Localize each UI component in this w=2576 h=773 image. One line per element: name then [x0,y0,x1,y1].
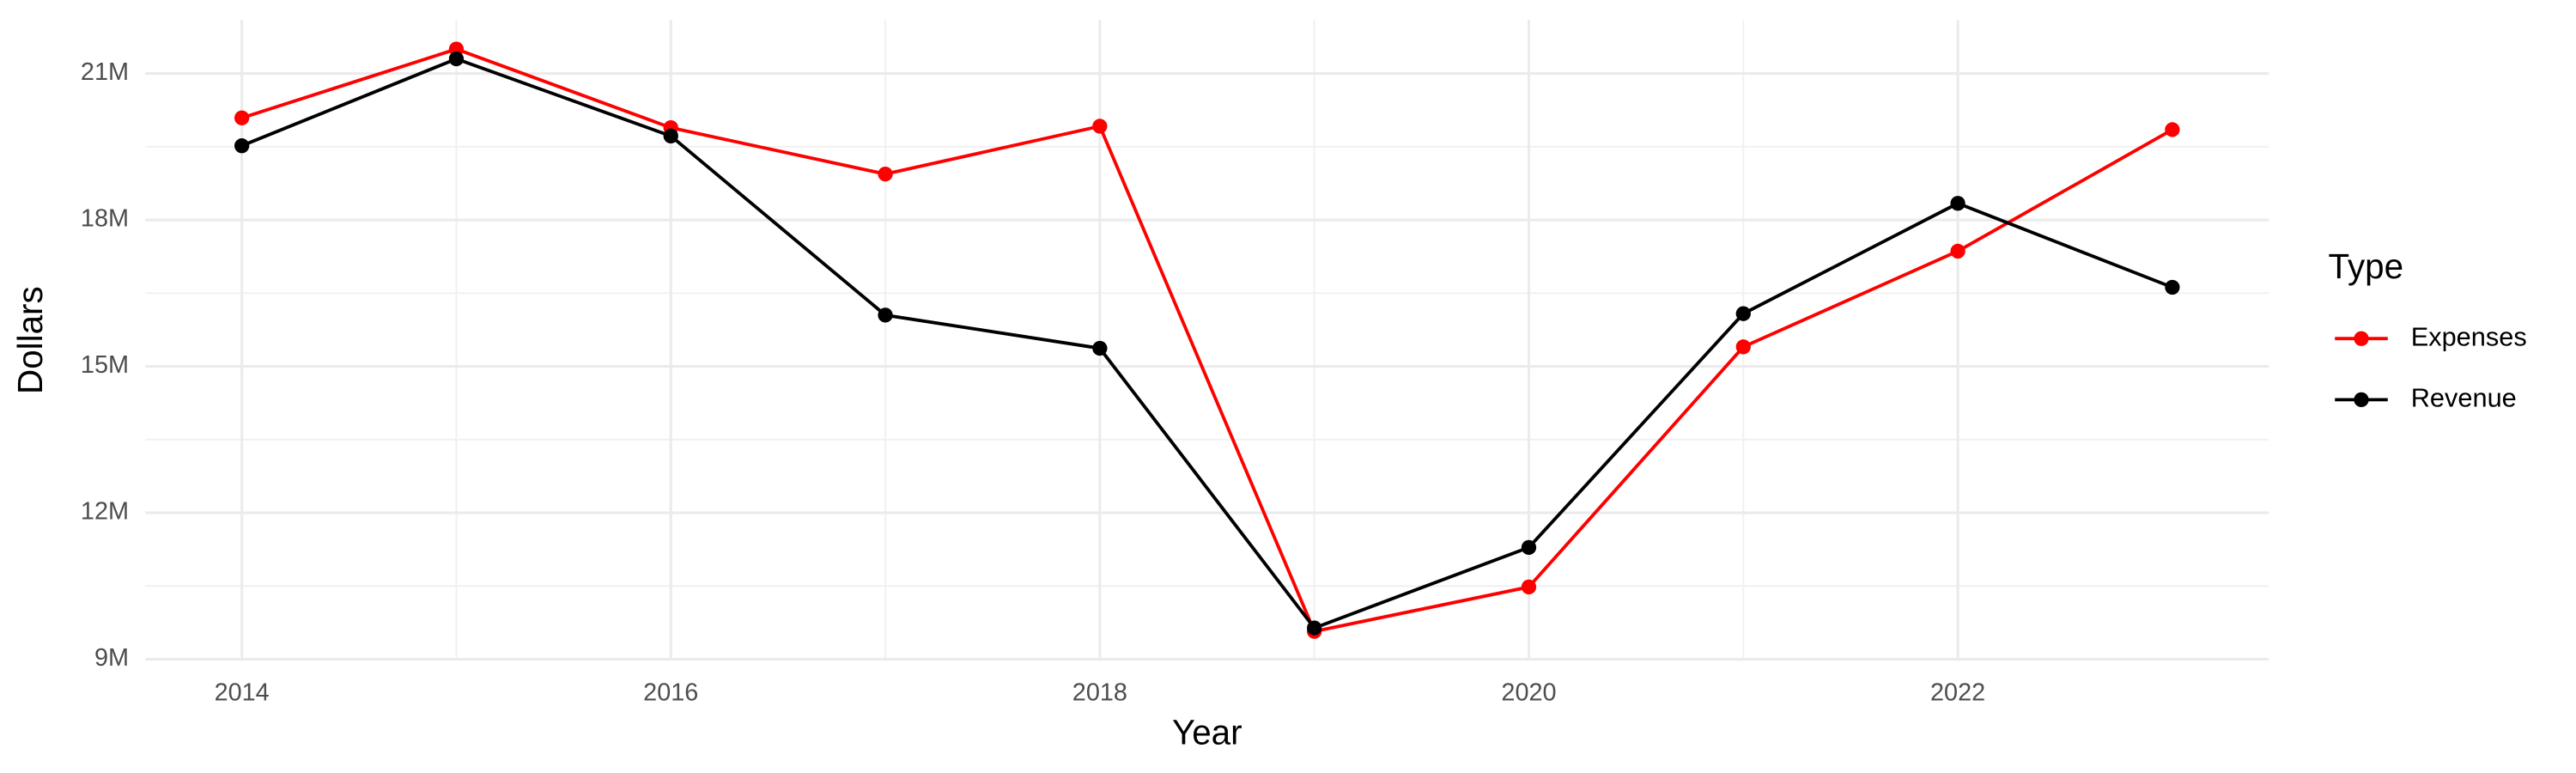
legend-title: Type [2329,247,2404,286]
x-axis-title: Year [1172,712,1242,752]
x-tick-label: 2022 [1930,679,1985,706]
data-point [1950,243,1965,259]
data-point [234,138,250,154]
y-tick-label: 12M [81,498,129,526]
data-point [1307,620,1322,636]
data-point [2165,279,2180,295]
data-point [234,110,250,125]
x-tick-label: 2016 [643,679,698,706]
grid [145,20,2269,661]
data-point [1521,539,1537,556]
series-line [241,47,2173,634]
legend-label: Expenses [2411,321,2527,351]
data-point [1092,119,1108,134]
data-point [2165,122,2180,137]
legend-key-point [2354,392,2369,408]
data-point [448,51,465,67]
y-tick-label: 9M [94,644,129,672]
y-axis-title: Dollars [10,286,50,394]
y-tick-label: 15M [81,351,129,379]
data-point [1950,196,1965,211]
data-point [1735,306,1751,321]
data-point [663,128,678,143]
y-tick-label: 21M [81,58,129,86]
data-point [878,307,893,323]
data-point [878,167,893,182]
x-tick-label: 2018 [1072,679,1127,706]
marks [234,41,2180,639]
data-point [1092,340,1108,356]
series-line [240,57,2173,630]
data-point [1735,339,1751,355]
data-point [1521,579,1537,595]
x-tick-label: 2020 [1501,679,1556,706]
legend-label: Revenue [2411,383,2517,413]
x-tick-label: 2014 [215,679,270,706]
legend-key-point [2354,331,2369,346]
y-tick-label: 18M [81,205,129,233]
